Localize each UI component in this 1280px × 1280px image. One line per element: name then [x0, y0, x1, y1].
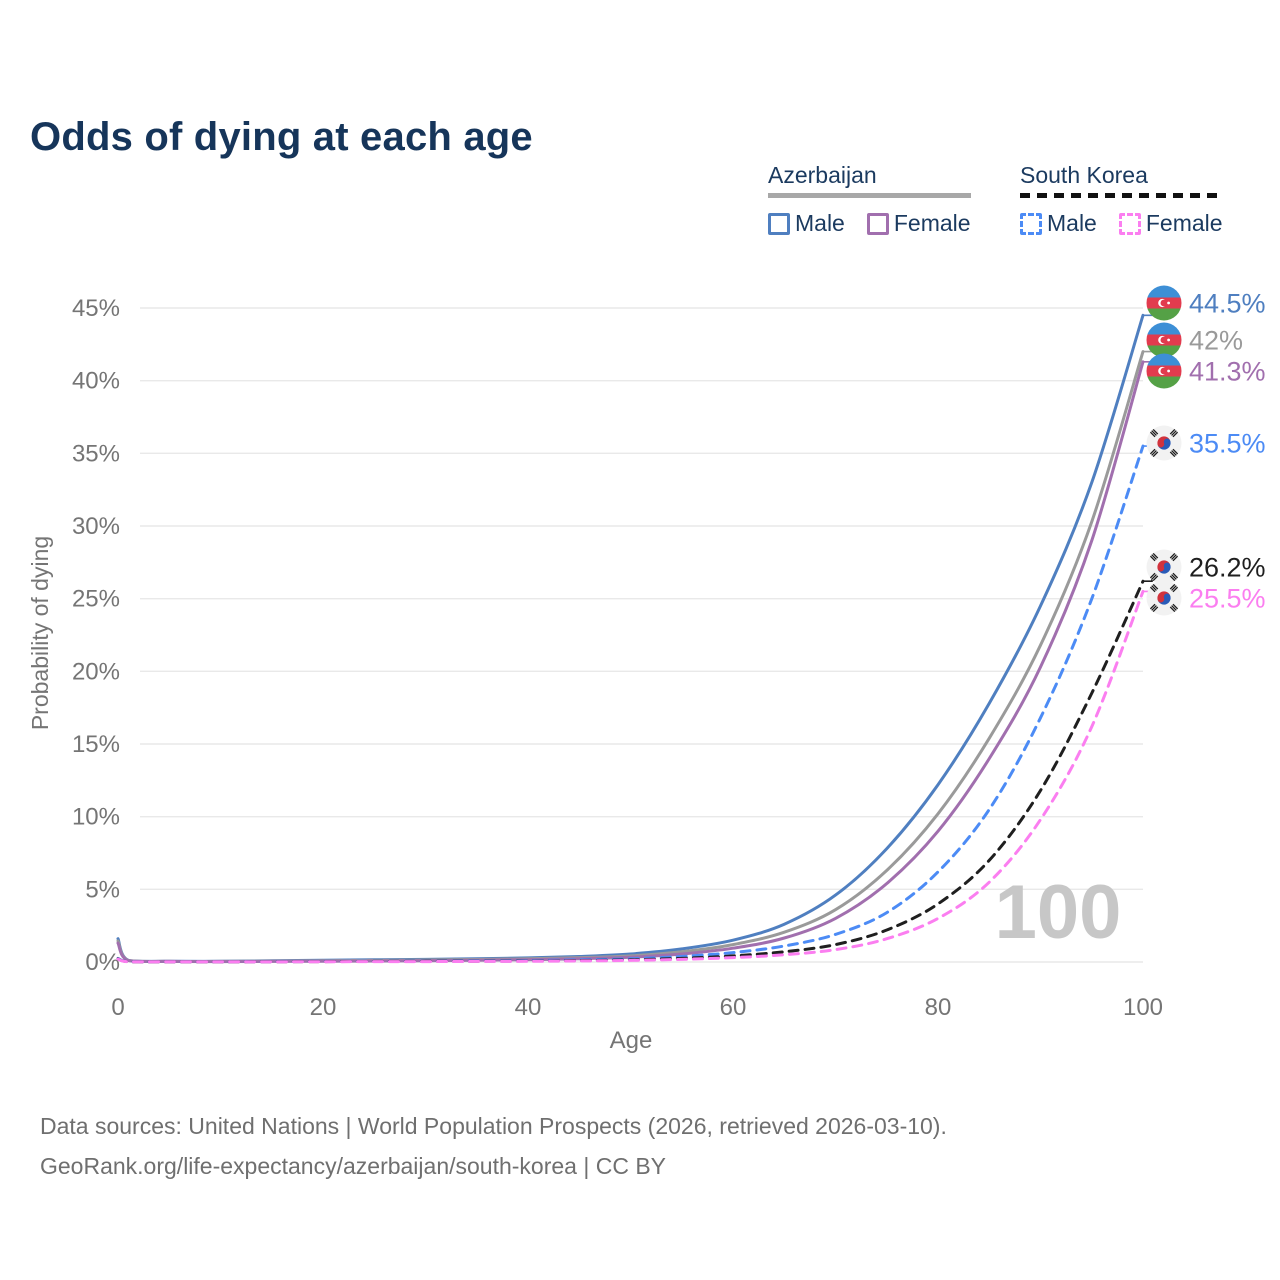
x-tick-label: 40 [515, 994, 542, 1021]
x-tick-label: 20 [310, 994, 337, 1021]
legend-item-label: Male [795, 210, 845, 236]
y-tick-label: 15% [72, 731, 120, 758]
x-tick-label: 100 [1123, 994, 1163, 1021]
y-tick-label: 40% [72, 368, 120, 395]
y-tick-label: 10% [72, 804, 120, 831]
end-label-azerbaijan-male[interactable]: 44.5% [1143, 285, 1266, 321]
legend-item-label: Male [1047, 210, 1097, 236]
line-swatch-icon [1020, 212, 1042, 235]
y-tick-label: 45% [72, 295, 120, 322]
x-axis-title: Age [610, 1027, 653, 1054]
end-label-value: 42% [1189, 326, 1243, 356]
series-line-south-korea-female[interactable] [116, 589, 1145, 964]
gridlines [140, 307, 1143, 963]
end-label-azerbaijan-both-sexes[interactable]: 42% [1143, 322, 1243, 358]
y-tick-label: 35% [72, 440, 120, 467]
footer-line-attribution[interactable]: GeoRank.org/life-expectancy/azerbaijan/s… [40, 1153, 667, 1179]
y-tick-label: 25% [72, 586, 120, 613]
line-swatch-icon [768, 212, 790, 235]
legend-item-label: Female [893, 210, 971, 236]
line-swatch-icon [866, 212, 889, 235]
end-label-value: 26.2% [1189, 553, 1266, 583]
chart-canvas[interactable]: 0% 5% 10% 15% 20% 25% 30% 35% 40% 45% 0 20 40 60 80 10… [0, 0, 1280, 1070]
hover-age-watermark: 100 [995, 870, 1122, 955]
end-label-south-korea-female[interactable]: 25.5% [1143, 580, 1266, 616]
legend-item-azerbaijan-male[interactable]: Male [768, 210, 845, 237]
x-axis-tick-labels: 0 20 40 60 80 100 [111, 994, 1163, 1021]
legend-item-south-korea-male[interactable]: Male [1020, 210, 1097, 237]
end-label-azerbaijan-female[interactable]: 41.3% [1143, 353, 1266, 389]
end-label-south-korea-both-sexes[interactable]: 26.2% [1143, 549, 1266, 585]
end-label-south-korea-male[interactable]: 35.5% [1143, 425, 1266, 461]
series-line-azerbaijan-male[interactable] [116, 313, 1145, 963]
legend-item-azerbaijan-female[interactable]: Female [866, 210, 971, 237]
legend-underline-dashed [1020, 193, 1223, 198]
y-tick-label: 30% [72, 513, 120, 540]
flag-az-icon [1146, 353, 1182, 389]
flag-kr-icon [1146, 425, 1182, 461]
end-label-value: 44.5% [1189, 289, 1266, 319]
y-axis-tick-labels: 0% 5% 10% 15% 20% 25% 30% 35% 40% 45% [72, 295, 120, 976]
series-line-azerbaijan-female[interactable] [116, 360, 1145, 964]
y-tick-label: 20% [72, 658, 120, 685]
series-line-azerbaijan-both-sexes[interactable] [116, 350, 1145, 964]
y-axis-title: Probability of dying [27, 536, 53, 730]
legend-group-azerbaijan: Azerbaijan Male Female [768, 162, 971, 237]
x-tick-label: 80 [925, 994, 952, 1021]
legend-underline-solid [768, 193, 971, 198]
x-tick-label: 60 [720, 994, 747, 1021]
series-line-south-korea-both-sexes[interactable] [116, 579, 1145, 964]
end-label-value: 25.5% [1189, 584, 1266, 614]
legend-group-south-korea: South Korea Male Female [1020, 162, 1223, 237]
end-label-value: 35.5% [1189, 429, 1266, 459]
end-label-value: 41.3% [1189, 357, 1266, 387]
flag-az-icon [1146, 322, 1182, 358]
legend-item-south-korea-female[interactable]: Female [1118, 210, 1223, 237]
page-title: Odds of dying at each age [30, 114, 533, 159]
y-tick-label: 0% [85, 949, 120, 976]
data-source-footer: Data sources: United Nations | World Pop… [40, 1106, 947, 1186]
legend-country-label: Azerbaijan [768, 162, 877, 188]
x-tick-label: 0 [111, 994, 124, 1021]
line-swatch-icon [1118, 212, 1141, 235]
y-tick-label: 5% [85, 876, 120, 903]
flag-kr-icon [1146, 580, 1182, 616]
footer-line-sources: Data sources: United Nations | World Pop… [40, 1113, 947, 1139]
legend-country-label: South Korea [1020, 162, 1148, 188]
legend-item-label: Female [1145, 210, 1223, 236]
